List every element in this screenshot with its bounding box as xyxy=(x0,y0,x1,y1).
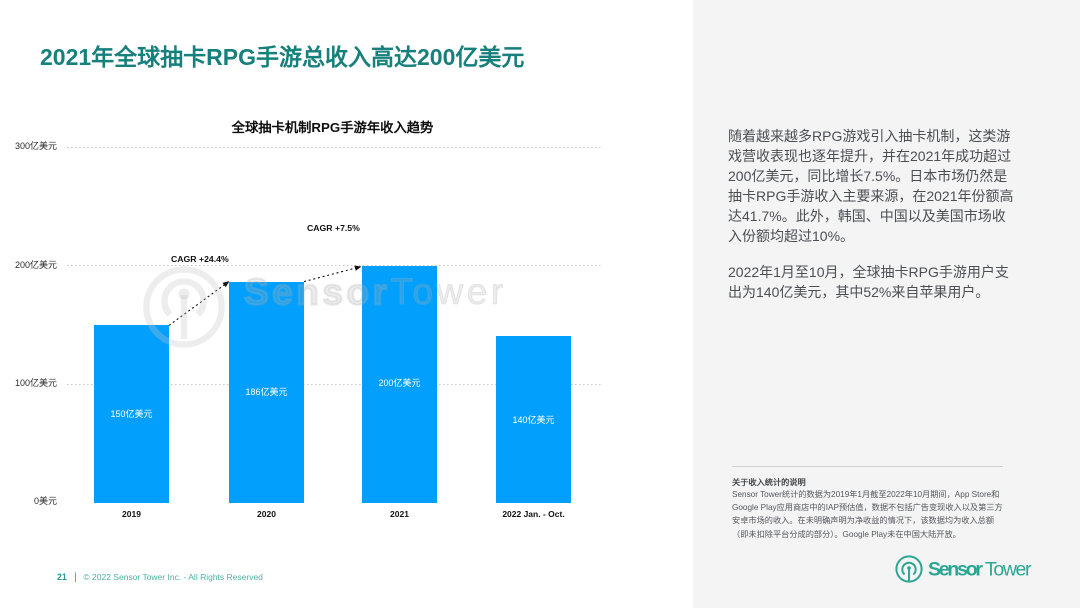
svg-text:Sensor: Sensor xyxy=(928,559,983,581)
svg-text:SensorTower: SensorTower xyxy=(244,271,507,312)
svg-text:Tower: Tower xyxy=(985,559,1032,581)
